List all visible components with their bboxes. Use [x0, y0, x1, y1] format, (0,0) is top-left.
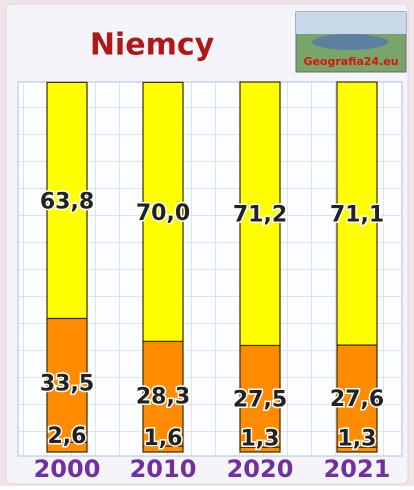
value-label: 71,2 — [233, 203, 287, 228]
x-tick-label: 2021 — [324, 455, 391, 483]
value-label: 2,6 — [48, 424, 87, 449]
bar-segment — [142, 81, 184, 342]
bar-segment — [239, 344, 281, 448]
value-label: 28,3 — [136, 385, 190, 410]
value-label: 63,8 — [40, 189, 94, 214]
bar-segment — [336, 344, 378, 448]
value-label: 27,6 — [330, 387, 384, 412]
x-tick-label: 2020 — [227, 455, 294, 483]
value-label: 1,3 — [241, 427, 280, 452]
chart-title: Niemcy — [90, 28, 215, 63]
bar-segment — [46, 317, 88, 443]
x-tick-label: 2010 — [130, 455, 197, 483]
logo-sky — [296, 12, 406, 34]
bar-segment — [239, 81, 281, 347]
logo-text: Geografia24.eu — [303, 55, 398, 68]
bar-segment — [336, 81, 378, 346]
value-label: 33,5 — [40, 371, 94, 396]
value-label: 70,0 — [136, 201, 190, 226]
value-label: 1,6 — [144, 426, 183, 451]
value-label: 1,3 — [338, 427, 377, 452]
logo: Geografia24.eu — [295, 11, 407, 73]
bar-segment — [46, 81, 88, 320]
value-label: 71,1 — [330, 203, 384, 228]
x-tick-label: 2000 — [34, 455, 101, 483]
logo-river — [312, 34, 388, 50]
value-label: 27,5 — [233, 387, 287, 412]
